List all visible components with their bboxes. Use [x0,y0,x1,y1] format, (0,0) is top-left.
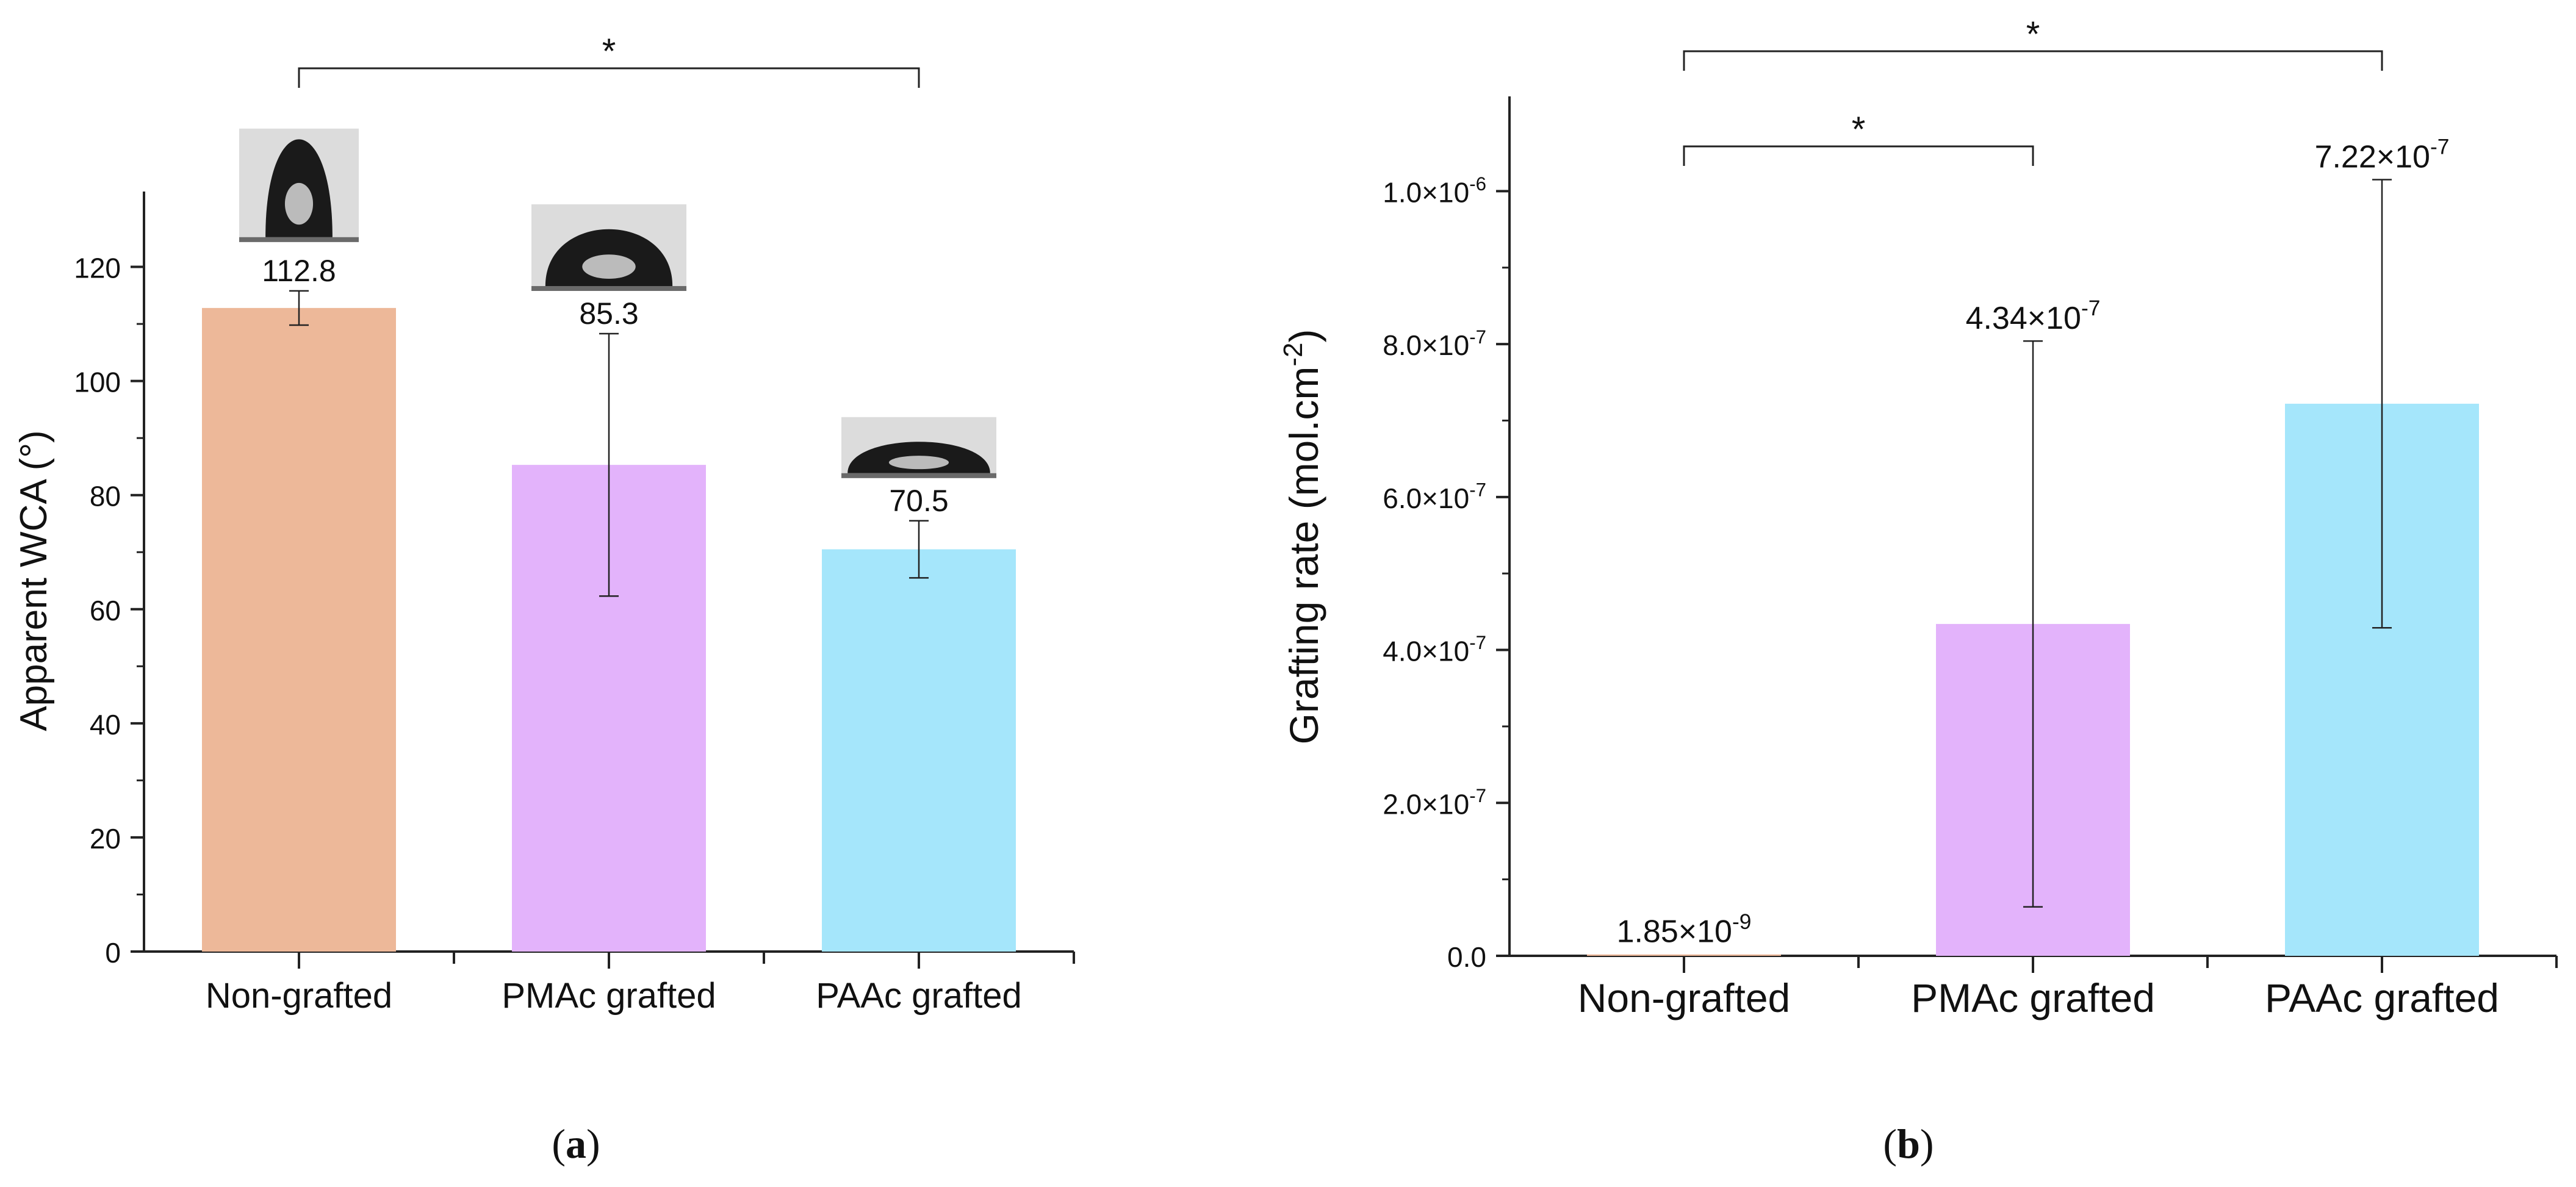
y-tick-label: 20 [90,823,121,855]
significance-bracket [1683,50,2383,71]
droplet-highlight [582,254,636,279]
x-tick-label: PMAc grafted [502,976,716,1016]
significance-star: * [602,32,616,71]
y-tick-label: 8.0×10-7 [1383,326,1486,361]
data-label: 112.8 [262,254,336,288]
panel-label-a: (a) [552,1121,600,1167]
y-tick-label: 40 [90,709,121,741]
droplet-highlight [284,182,314,225]
y-tick-label: 0.0 [1447,941,1486,973]
data-label: 7.22×10-7 [2315,135,2450,175]
y-tick-label: 100 [74,367,121,398]
droplet-substrate [239,237,359,242]
significance-star: * [2026,15,2040,54]
y-tick-label: 120 [74,253,121,284]
x-tick-label: Non-grafted [1578,975,1791,1020]
y-tick-label: 2.0×10-7 [1383,785,1486,820]
bar-non-grafted [1587,954,1781,956]
x-tick-label: PMAc grafted [1911,975,2155,1020]
y-tick-label: 80 [90,481,121,512]
y-tick-label: 0 [105,937,121,969]
significance-bracket [298,67,920,88]
data-label: 70.5 [889,484,948,518]
data-label: 4.34×10-7 [1966,296,2101,336]
y-axis-title: Grafting rate (mol.cm-2) [1278,329,1326,745]
data-label: 1.85×10-9 [1617,910,1752,950]
significance-bracket [1683,145,2034,166]
panel-label-a-letter: a [566,1121,586,1167]
svg-text:(a): (a) [552,1121,600,1167]
droplet-image [239,128,359,242]
bar-paac-grafted [822,549,1016,952]
panel-b-grafting-rate-chart: 0.0 2.0×10-7 4.0×10-7 6.0×10-7 8.0×10-7 1.0×1… [1278,15,2558,1020]
droplet-highlight [888,456,949,470]
y-axis-title: Apparent WCA (°) [13,430,55,731]
panel-label-b-letter: b [1897,1121,1920,1167]
x-tick-label: PAAc grafted [816,976,1021,1016]
droplet-substrate [841,473,996,478]
droplet-substrate [531,285,686,291]
droplet-image [531,204,686,291]
x-tick-label: PAAc grafted [2265,975,2499,1020]
droplet-image [841,417,996,478]
significance-star: * [1852,110,1866,149]
data-label: 85.3 [579,296,638,331]
y-tick-label: 6.0×10-7 [1383,479,1486,514]
x-tick-label: Non-grafted [206,976,392,1016]
panel-label-b: (b) [1883,1121,1934,1167]
svg-text:(b): (b) [1883,1121,1934,1167]
bar-non-grafted [202,307,396,952]
y-tick-label: 4.0×10-7 [1383,632,1486,667]
panel-a-wca-chart: 0 20 40 60 80 100 120 Non-grafted 112.8 PMAc graf… [13,32,1075,1016]
y-tick-label: 60 [90,595,121,626]
y-tick-label: 1.0×10-6 [1383,173,1486,208]
